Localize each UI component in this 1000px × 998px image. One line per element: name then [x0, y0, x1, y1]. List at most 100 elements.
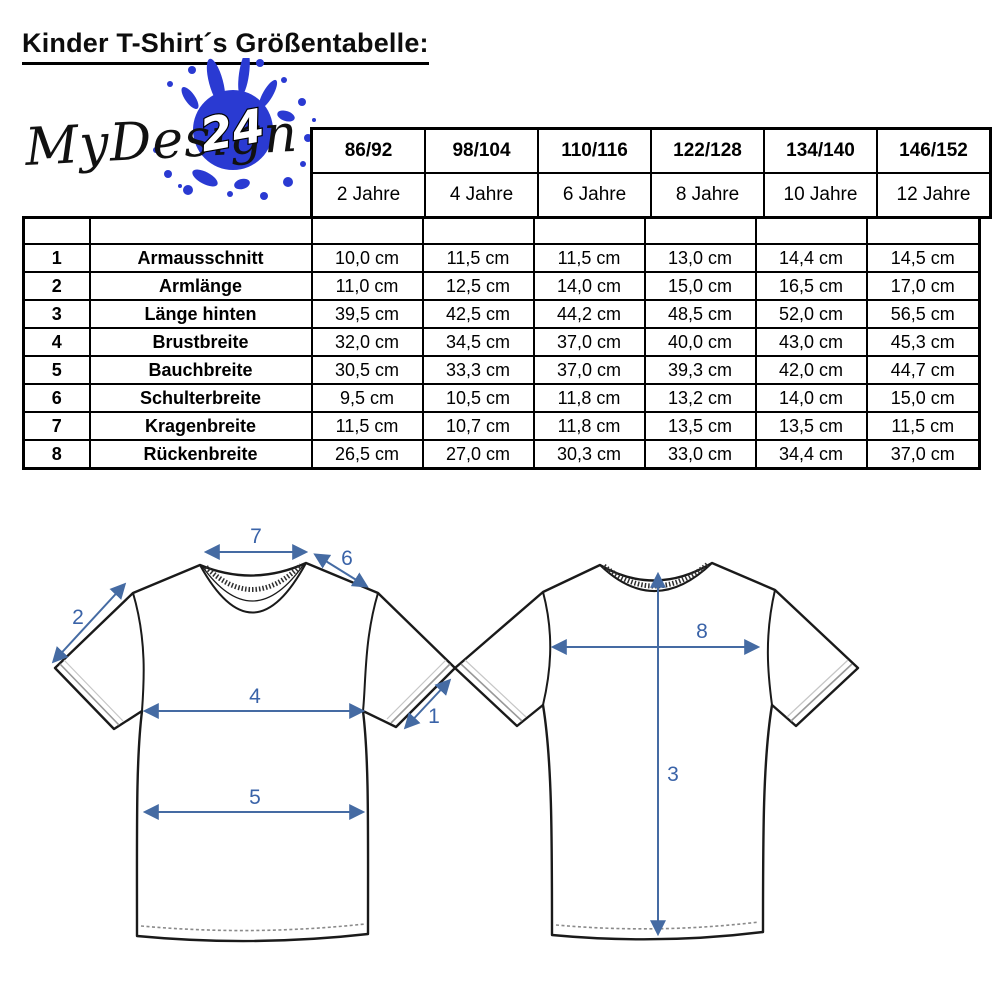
age-cell: 4 Jahre: [424, 172, 539, 219]
value-cell: 33,3 cm: [421, 355, 535, 385]
row-label-cell: Brustbreite: [88, 327, 313, 357]
size-header-table: 86/92 98/104 110/116 122/128 134/140 146/152 …: [310, 127, 992, 219]
brand-logo: MyDesign 24: [20, 52, 320, 208]
value-cell: 11,5 cm: [532, 243, 646, 273]
schulterbreite-arrow: [313, 553, 369, 588]
value-cell: 39,5 cm: [310, 299, 424, 329]
armhole-seam-right: [766, 589, 776, 706]
spacer-cell: [310, 216, 424, 245]
row-num-cell: 8: [22, 439, 91, 470]
cuff-stitch: [63, 659, 124, 722]
row-label-cell: Armausschnitt: [88, 243, 313, 273]
value-cell: 34,5 cm: [421, 327, 535, 357]
value-cell: 34,4 cm: [754, 439, 868, 470]
spacer-cell: [865, 216, 981, 245]
size-cell: 146/152: [876, 127, 992, 174]
row-label-cell: Kragenbreite: [88, 411, 313, 441]
row-num-cell: 6: [22, 383, 91, 413]
ages-row: 2 Jahre 4 Jahre 6 Jahre 8 Jahre 10 Jahre 12 J…: [310, 172, 992, 219]
value-cell: 10,5 cm: [421, 383, 535, 413]
value-cell: 11,0 cm: [310, 271, 424, 301]
size-cell: 98/104: [424, 127, 539, 174]
page-title: Kinder T-Shirt´s Größentabelle:: [22, 28, 429, 66]
spacer-cell: [532, 216, 646, 245]
spacer-cell: [88, 216, 313, 245]
value-cell: 45,3 cm: [865, 327, 981, 357]
measurement-row: 8 Rückenbreite 26,5 cm 27,0 cm 30,3 cm 33,0 c…: [22, 439, 981, 470]
brand-splash-icon: MyDesign 24: [23, 52, 316, 200]
tshirt-front-diagram: 7 6 2 4 1 5: [30, 515, 470, 998]
spacer-cell: [421, 216, 535, 245]
armausschnitt-arrow: [403, 678, 452, 730]
value-cell: 52,0 cm: [754, 299, 868, 329]
value-cell: 42,0 cm: [754, 355, 868, 385]
age-cell: 8 Jahre: [650, 172, 765, 219]
value-cell: 14,0 cm: [754, 383, 868, 413]
size-header-block: 86/92 98/104 110/116 122/128 134/140 146/152 …: [310, 127, 992, 219]
tshirt-back-icon: 8 3: [453, 561, 860, 941]
cuff-stitch: [786, 659, 849, 718]
rueckenbreite-label: 8: [696, 620, 708, 643]
age-cell: 6 Jahre: [537, 172, 652, 219]
value-cell: 30,5 cm: [310, 355, 424, 385]
value-cell: 15,0 cm: [643, 271, 757, 301]
value-cell: 14,4 cm: [754, 243, 868, 273]
value-cell: 33,0 cm: [643, 439, 757, 470]
row-num-cell: 5: [22, 355, 91, 385]
value-cell: 12,5 cm: [421, 271, 535, 301]
age-cell: 10 Jahre: [763, 172, 878, 219]
cuff-stitch: [460, 663, 523, 722]
size-cell: 122/128: [650, 127, 765, 174]
collar-ribbing: [204, 563, 303, 592]
value-cell: 11,5 cm: [421, 243, 535, 273]
value-cell: 37,0 cm: [532, 355, 646, 385]
value-cell: 13,5 cm: [754, 411, 868, 441]
value-cell: 48,5 cm: [643, 299, 757, 329]
value-cell: 13,5 cm: [643, 411, 757, 441]
hem-stitch: [140, 923, 366, 932]
value-cell: 30,3 cm: [532, 439, 646, 470]
measurement-table: 1 Armausschnitt 10,0 cm 11,5 cm 11,5 cm 13,0 …: [22, 216, 981, 470]
value-cell: 11,5 cm: [865, 411, 981, 441]
value-cell: 44,7 cm: [865, 355, 981, 385]
armlaenge-label: 2: [72, 606, 84, 629]
spacer-cell: [22, 216, 91, 245]
armlaenge-arrow: [51, 582, 127, 664]
brustbreite-label: 4: [249, 685, 261, 708]
value-cell: 56,5 cm: [865, 299, 981, 329]
measurement-row: 2 Armlänge 11,0 cm 12,5 cm 14,0 cm 15,0 cm 16,…: [22, 271, 981, 301]
row-label-cell: Armlänge: [88, 271, 313, 301]
brand-number: 24: [196, 98, 268, 162]
kragenbreite-label: 7: [250, 525, 262, 548]
row-num-cell: 3: [22, 299, 91, 329]
cuff-stitch: [464, 659, 527, 718]
value-cell: 10,7 cm: [421, 411, 535, 441]
tshirt-front-icon: 7 6 2 4 1 5: [51, 525, 457, 943]
measurement-row: 6 Schulterbreite 9,5 cm 10,5 cm 11,8 cm 13,2 …: [22, 383, 981, 413]
age-cell: 12 Jahre: [876, 172, 992, 219]
cuff-stitch: [790, 663, 853, 722]
measurement-block: 1 Armausschnitt 10,0 cm 11,5 cm 11,5 cm 13,0 …: [22, 216, 981, 470]
back-shirt-outline: [453, 561, 860, 941]
measurement-row: 5 Bauchbreite 30,5 cm 33,3 cm 37,0 cm 39,3 cm…: [22, 355, 981, 385]
armhole-seam-left: [542, 591, 552, 706]
row-num-cell: 2: [22, 271, 91, 301]
armausschnitt-label: 1: [428, 705, 440, 728]
value-cell: 39,3 cm: [643, 355, 757, 385]
bauchbreite-label: 5: [249, 786, 261, 809]
spacer-cell: [754, 216, 868, 245]
row-label-cell: Schulterbreite: [88, 383, 313, 413]
row-num-cell: 1: [22, 243, 91, 273]
row-num-cell: 4: [22, 327, 91, 357]
row-num-cell: 7: [22, 411, 91, 441]
front-shirt-outline: [53, 561, 457, 943]
value-cell: 43,0 cm: [754, 327, 868, 357]
value-cell: 26,5 cm: [310, 439, 424, 470]
paint-splash-icon: [153, 52, 316, 200]
value-cell: 37,0 cm: [865, 439, 981, 470]
size-cell: 134/140: [763, 127, 878, 174]
armhole-seam-left: [132, 592, 145, 712]
value-cell: 17,0 cm: [865, 271, 981, 301]
measurement-row: 4 Brustbreite 32,0 cm 34,5 cm 37,0 cm 40,0 cm…: [22, 327, 981, 357]
